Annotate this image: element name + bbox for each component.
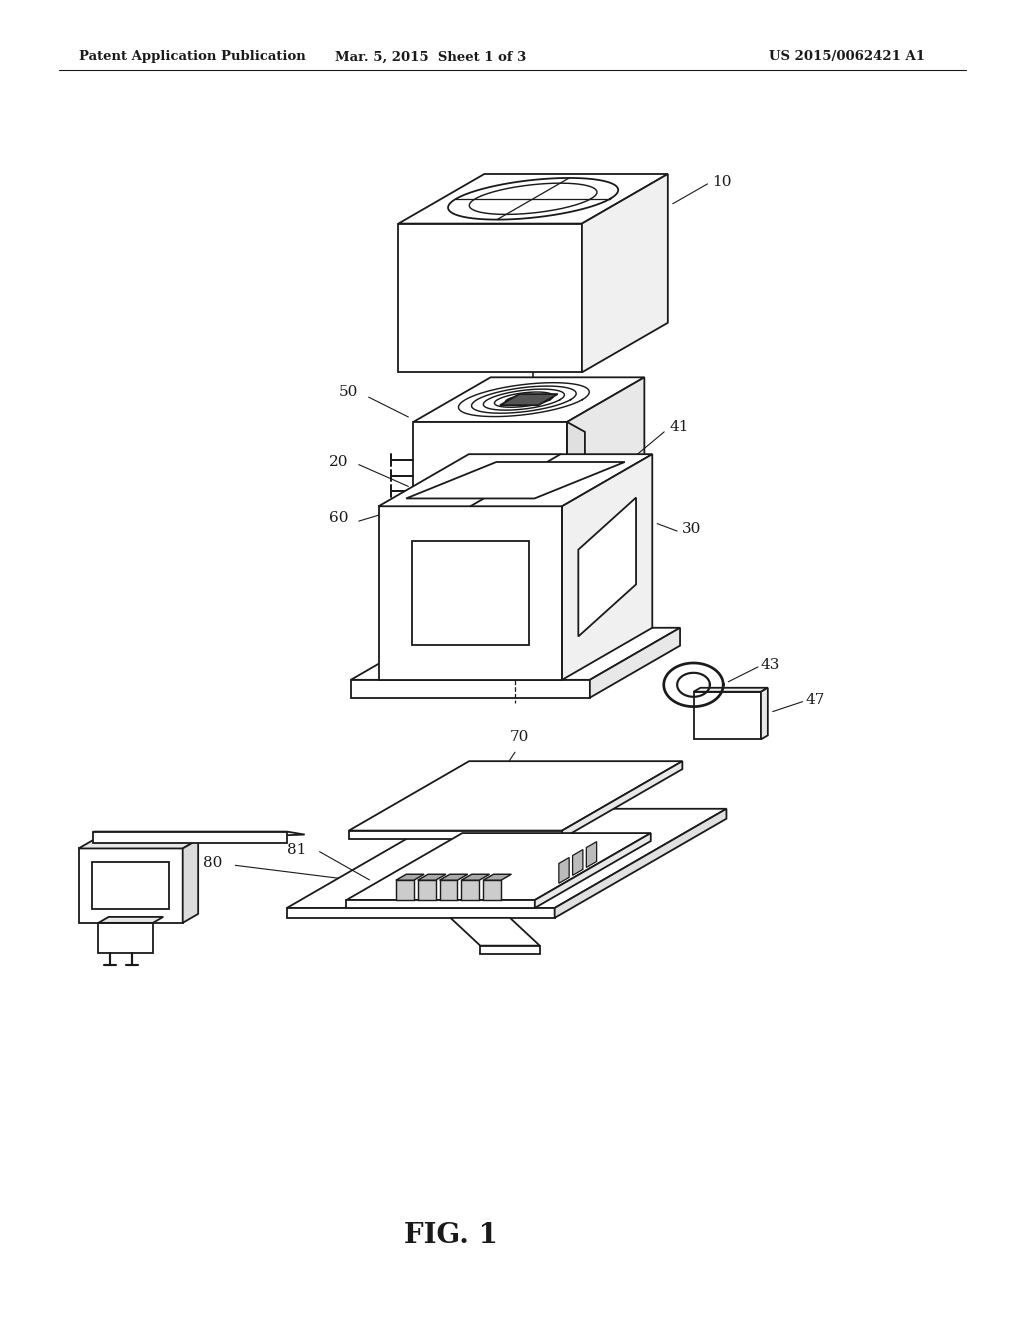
Text: 80: 80 bbox=[203, 857, 222, 870]
Polygon shape bbox=[398, 223, 582, 372]
Polygon shape bbox=[182, 840, 199, 923]
Text: 60: 60 bbox=[329, 511, 348, 525]
Polygon shape bbox=[567, 422, 585, 511]
Polygon shape bbox=[535, 833, 651, 908]
Polygon shape bbox=[349, 762, 682, 830]
Polygon shape bbox=[287, 809, 726, 908]
Text: 47: 47 bbox=[806, 693, 825, 706]
Text: 41: 41 bbox=[669, 420, 689, 434]
Text: 81: 81 bbox=[287, 842, 306, 857]
Text: 10: 10 bbox=[713, 176, 732, 189]
Polygon shape bbox=[98, 917, 163, 923]
Polygon shape bbox=[418, 874, 445, 880]
Polygon shape bbox=[98, 923, 153, 953]
Polygon shape bbox=[351, 628, 680, 680]
Polygon shape bbox=[555, 809, 726, 917]
Polygon shape bbox=[379, 454, 652, 507]
Polygon shape bbox=[349, 830, 562, 838]
Polygon shape bbox=[579, 498, 636, 636]
Polygon shape bbox=[439, 880, 458, 900]
Polygon shape bbox=[693, 692, 761, 739]
Text: Mar. 5, 2015  Sheet 1 of 3: Mar. 5, 2015 Sheet 1 of 3 bbox=[335, 50, 526, 63]
Polygon shape bbox=[483, 880, 501, 900]
Polygon shape bbox=[582, 174, 668, 372]
Polygon shape bbox=[346, 833, 651, 900]
Polygon shape bbox=[451, 917, 540, 945]
Polygon shape bbox=[559, 858, 569, 883]
Polygon shape bbox=[407, 462, 625, 499]
Polygon shape bbox=[379, 507, 562, 680]
Polygon shape bbox=[92, 862, 169, 909]
Polygon shape bbox=[396, 880, 414, 900]
Polygon shape bbox=[587, 842, 597, 867]
Polygon shape bbox=[414, 378, 644, 422]
Polygon shape bbox=[567, 378, 644, 502]
Polygon shape bbox=[500, 395, 558, 405]
Polygon shape bbox=[462, 880, 479, 900]
Text: 43: 43 bbox=[761, 657, 780, 672]
Polygon shape bbox=[93, 832, 305, 842]
Text: US 2015/0062421 A1: US 2015/0062421 A1 bbox=[769, 50, 926, 63]
Polygon shape bbox=[287, 908, 555, 917]
Polygon shape bbox=[590, 628, 680, 698]
Polygon shape bbox=[93, 832, 287, 843]
Polygon shape bbox=[79, 840, 199, 849]
Polygon shape bbox=[398, 174, 668, 223]
Text: FIG. 1: FIG. 1 bbox=[403, 1222, 498, 1249]
Polygon shape bbox=[761, 688, 768, 739]
Polygon shape bbox=[79, 849, 182, 923]
Polygon shape bbox=[439, 874, 468, 880]
Polygon shape bbox=[483, 874, 511, 880]
Text: Patent Application Publication: Patent Application Publication bbox=[79, 50, 305, 63]
Text: 30: 30 bbox=[682, 523, 701, 536]
Polygon shape bbox=[412, 541, 529, 645]
Polygon shape bbox=[414, 422, 567, 502]
Text: 70: 70 bbox=[510, 730, 529, 744]
Polygon shape bbox=[480, 945, 540, 953]
Polygon shape bbox=[693, 688, 768, 692]
Polygon shape bbox=[396, 874, 424, 880]
Polygon shape bbox=[418, 880, 435, 900]
Polygon shape bbox=[562, 454, 652, 680]
Polygon shape bbox=[562, 762, 682, 838]
Polygon shape bbox=[351, 680, 590, 698]
Polygon shape bbox=[572, 850, 583, 875]
Polygon shape bbox=[462, 874, 489, 880]
Text: 20: 20 bbox=[329, 454, 348, 469]
Polygon shape bbox=[346, 900, 535, 908]
Text: 50: 50 bbox=[339, 385, 358, 399]
